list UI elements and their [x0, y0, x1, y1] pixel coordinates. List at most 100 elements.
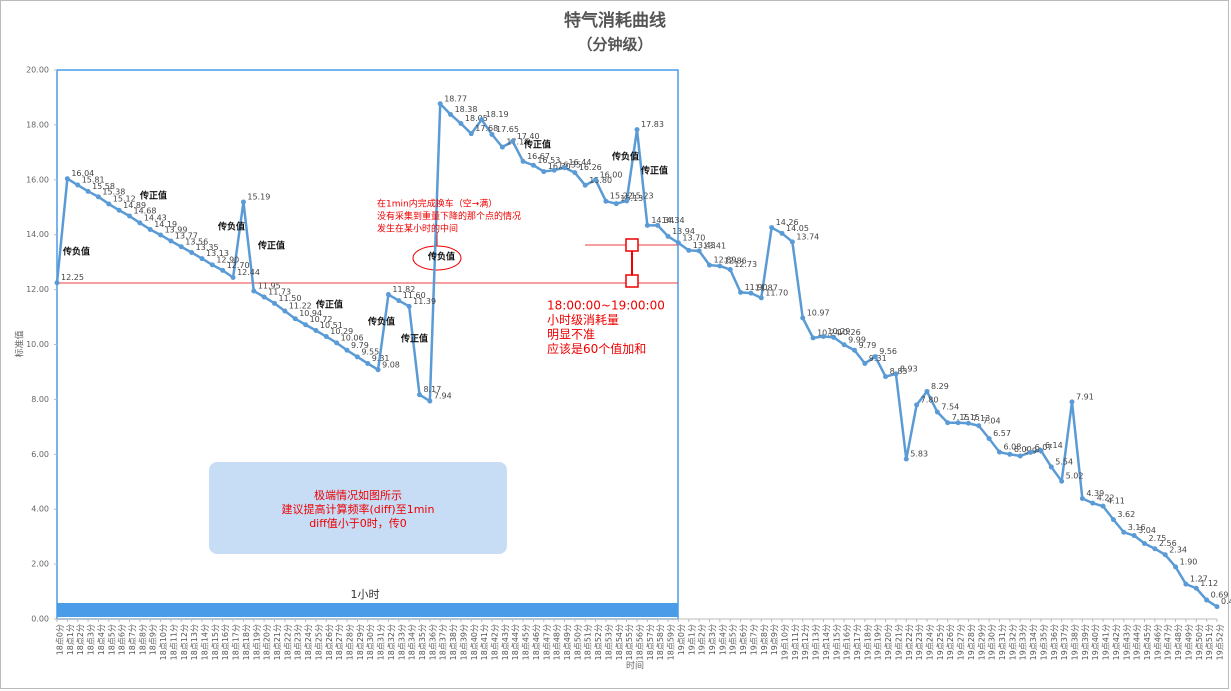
data-point — [769, 225, 775, 231]
data-label: 12.44 — [237, 268, 260, 277]
x-tick-label: 18点23分 — [294, 624, 303, 660]
data-point — [344, 347, 350, 353]
data-label: 15.23 — [631, 191, 654, 200]
y-tick-label: 6.00 — [31, 450, 49, 459]
data-label: 9.31 — [372, 354, 390, 363]
note-box-text: 极端情况如图所示 — [314, 488, 402, 502]
data-label: 15.22 — [610, 192, 633, 201]
data-point — [1162, 552, 1168, 558]
data-label: 12.89 — [714, 256, 737, 265]
data-point — [417, 392, 422, 398]
x-tick-label: 19点44分 — [1133, 624, 1142, 660]
x-tick-label: 19点43分 — [1122, 624, 1131, 660]
y-tick-label: 16.00 — [26, 175, 49, 184]
x-tick-label: 19点0分 — [677, 624, 686, 655]
data-point — [603, 198, 609, 204]
data-point — [1173, 564, 1179, 570]
data-label: 11.22 — [289, 302, 312, 311]
data-label: 17.68 — [475, 124, 498, 133]
data-label: 14.34 — [651, 216, 674, 225]
x-tick-label: 18点42分 — [491, 624, 500, 660]
data-point — [748, 290, 754, 296]
data-point — [85, 188, 91, 194]
data-label: 18.05 — [465, 114, 488, 123]
x-tick-label: 18点21分 — [273, 624, 282, 660]
x-tick-label: 18点44分 — [511, 624, 520, 660]
data-label: 8.83 — [890, 367, 908, 376]
data-label: 12.73 — [734, 260, 757, 269]
data-point — [1017, 453, 1023, 459]
note-hour: 18:00:00~19:00:00 — [547, 299, 665, 313]
data-label: 8.17 — [424, 385, 442, 394]
y-tick-label: 10.00 — [26, 340, 49, 349]
chart-title: 特气消耗曲线 — [564, 10, 666, 31]
note-change: 没有采集到重量下降的那个点的情况 — [377, 210, 521, 222]
x-tick-label: 19点2分 — [698, 624, 707, 655]
data-point — [127, 213, 132, 219]
data-label: 7.80 — [921, 395, 939, 404]
data-point — [1204, 597, 1210, 603]
red-square — [625, 274, 639, 288]
x-tick-label: 19点33分 — [1019, 624, 1028, 660]
x-tick-label: 18点53分 — [604, 624, 613, 660]
data-point — [479, 117, 485, 123]
data-point — [448, 111, 454, 117]
data-label: 15.13 — [620, 194, 643, 203]
data-point — [831, 334, 837, 340]
data-label: 16.04 — [71, 169, 94, 178]
x-tick-label: 18点40分 — [470, 624, 479, 660]
data-label: 17.19 — [506, 138, 529, 147]
data-label: 3.62 — [1117, 510, 1135, 519]
x-tick-label: 19点38分 — [1071, 624, 1080, 660]
data-point — [965, 420, 971, 426]
data-label: 4.22 — [1097, 494, 1115, 503]
data-label: 16.35 — [558, 161, 581, 170]
data-label: 11.50 — [279, 294, 302, 303]
x-tick-label: 18点57分 — [646, 624, 655, 660]
x-tick-label: 19点28分 — [967, 624, 976, 660]
data-point — [1090, 500, 1096, 506]
x-tick-label: 18点32分 — [387, 624, 396, 660]
x-tick-label: 19点41分 — [1102, 624, 1111, 660]
x-tick-label: 18点0分 — [56, 624, 65, 655]
x-tick-label: 18点20分 — [263, 624, 272, 660]
data-point — [820, 334, 826, 340]
x-tick-label: 18点16分 — [221, 624, 230, 660]
data-label: 6.00 — [1014, 445, 1032, 454]
note-box-text: diff值小于0时，传0 — [309, 517, 407, 530]
data-label: 13.41 — [703, 241, 726, 250]
data-point — [758, 295, 764, 301]
data-point — [64, 176, 70, 182]
x-tick-label: 18点8分 — [138, 624, 147, 655]
data-label: 13.35 — [196, 243, 219, 252]
x-tick-label: 18点17分 — [232, 624, 241, 660]
data-label: 16.67 — [527, 152, 550, 161]
data-point — [251, 288, 257, 294]
data-label: 5.94 — [1024, 446, 1042, 455]
x-tick-label: 18点52分 — [594, 624, 603, 660]
annotation: 传负值 — [367, 316, 395, 328]
data-point — [810, 335, 816, 341]
data-point — [520, 158, 526, 164]
data-label: 1.12 — [1200, 579, 1218, 588]
hour-bar — [57, 603, 678, 617]
x-tick-label: 19点52分 — [1216, 624, 1225, 660]
x-tick-label: 19点35分 — [1039, 624, 1048, 660]
y-tick-label: 2.00 — [31, 560, 49, 569]
data-label: 13.13 — [206, 249, 229, 258]
data-label: 6.14 — [1045, 441, 1063, 450]
data-label: 6.08 — [1004, 443, 1022, 452]
annotation: 传正值 — [139, 190, 167, 202]
data-label: 14.19 — [154, 220, 177, 229]
data-point — [624, 198, 630, 204]
data-label: 12.70 — [227, 261, 250, 270]
data-label: 1.90 — [1180, 557, 1198, 566]
x-tick-label: 18点30分 — [366, 624, 375, 660]
data-point — [375, 367, 381, 373]
data-label: 12.25 — [61, 273, 84, 282]
data-label: 11.73 — [268, 288, 291, 297]
x-tick-label: 19点40分 — [1091, 624, 1100, 660]
x-tick-label: 19点46分 — [1153, 624, 1162, 660]
x-tick-label: 18点2分 — [76, 624, 85, 655]
